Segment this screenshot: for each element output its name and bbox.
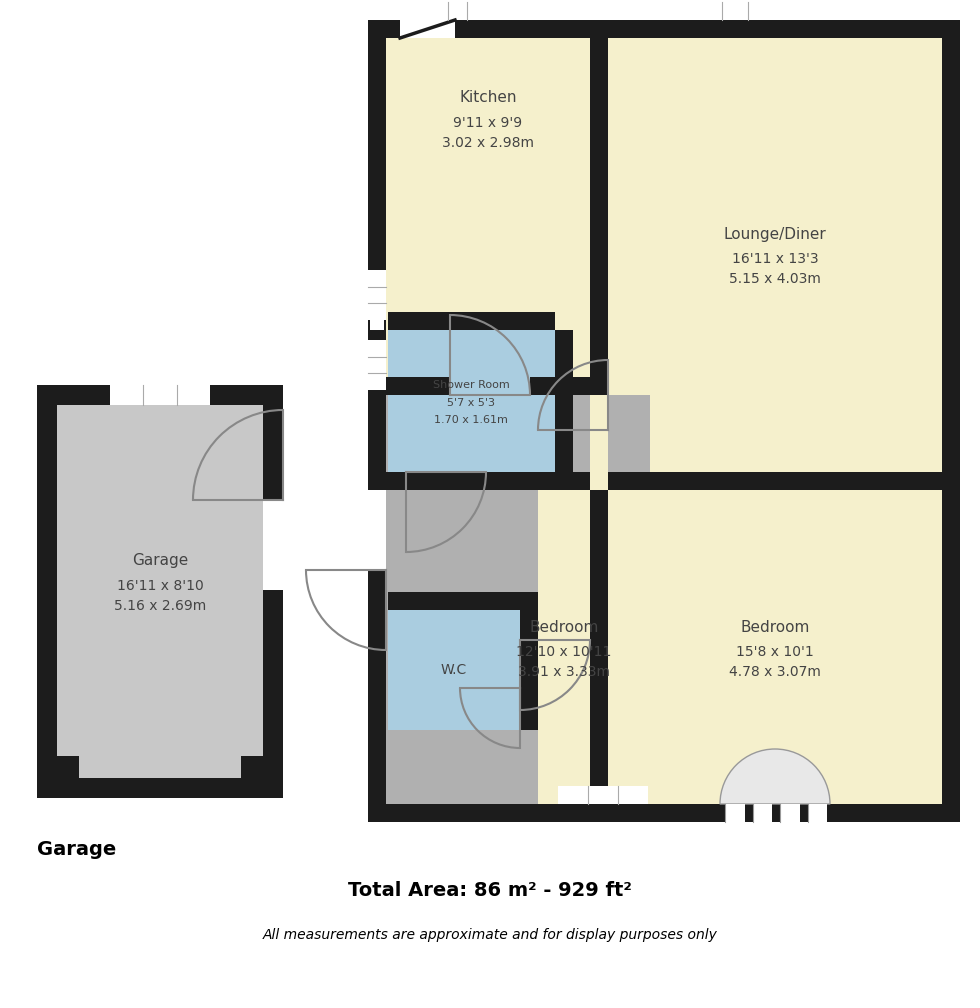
Bar xyxy=(386,395,590,804)
Text: Garage: Garage xyxy=(132,553,188,569)
Bar xyxy=(368,270,386,320)
Text: Kitchen: Kitchen xyxy=(460,91,516,106)
Text: 3.91 x 3.33m: 3.91 x 3.33m xyxy=(518,665,610,679)
Text: 5'7 x 5'3: 5'7 x 5'3 xyxy=(447,398,495,408)
Bar xyxy=(388,472,573,490)
Text: W.C: W.C xyxy=(441,663,467,677)
Bar xyxy=(608,490,942,804)
Bar xyxy=(608,38,942,490)
Text: 3.02 x 2.98m: 3.02 x 2.98m xyxy=(442,136,534,150)
Bar xyxy=(263,500,283,590)
Text: 15'8 x 10'1: 15'8 x 10'1 xyxy=(736,645,813,659)
Bar xyxy=(780,804,800,822)
Text: 12'10 x 10'11: 12'10 x 10'11 xyxy=(516,645,612,659)
Bar xyxy=(608,472,942,490)
Text: 5.16 x 2.69m: 5.16 x 2.69m xyxy=(114,599,206,613)
Bar xyxy=(430,2,485,20)
Wedge shape xyxy=(720,749,830,804)
Bar xyxy=(555,330,573,490)
Text: Garage: Garage xyxy=(37,840,117,859)
Bar xyxy=(37,385,283,798)
Bar xyxy=(57,756,79,778)
Bar xyxy=(388,592,538,610)
Bar xyxy=(57,405,263,778)
Bar xyxy=(368,20,960,822)
Text: 9'11 x 9'9: 9'11 x 9'9 xyxy=(454,116,522,130)
Bar xyxy=(388,330,555,490)
Text: 1.70 x 1.61m: 1.70 x 1.61m xyxy=(434,415,508,425)
Bar xyxy=(388,312,555,330)
Bar xyxy=(386,38,942,804)
Bar xyxy=(590,38,608,395)
Text: 5.15 x 4.03m: 5.15 x 4.03m xyxy=(729,272,821,286)
Text: 16'11 x 13'3: 16'11 x 13'3 xyxy=(732,252,818,266)
Text: 16'11 x 8'10: 16'11 x 8'10 xyxy=(117,579,204,593)
Bar xyxy=(808,804,827,822)
Bar xyxy=(370,312,384,330)
Bar xyxy=(241,756,263,778)
Text: 4.78 x 3.07m: 4.78 x 3.07m xyxy=(729,665,821,679)
Bar xyxy=(368,490,386,570)
Bar xyxy=(400,20,455,38)
Text: Bedroom: Bedroom xyxy=(740,620,809,634)
Bar xyxy=(538,490,590,804)
Bar xyxy=(388,610,520,730)
Text: Shower Room: Shower Room xyxy=(432,380,510,390)
Bar xyxy=(725,804,745,822)
Bar xyxy=(370,352,384,370)
Text: Bedroom: Bedroom xyxy=(529,620,599,634)
Bar xyxy=(386,472,590,490)
Bar xyxy=(110,385,210,405)
Bar xyxy=(558,786,648,804)
Bar xyxy=(608,395,650,472)
Text: Lounge/Diner: Lounge/Diner xyxy=(723,227,826,242)
Bar xyxy=(386,377,450,395)
Bar xyxy=(520,610,538,730)
Bar xyxy=(530,377,590,395)
Bar xyxy=(386,38,590,395)
Bar xyxy=(695,2,775,20)
Bar xyxy=(370,272,384,290)
Bar xyxy=(753,804,772,822)
Text: All measurements are approximate and for display purposes only: All measurements are approximate and for… xyxy=(263,928,717,942)
Bar xyxy=(590,490,608,804)
Bar xyxy=(368,340,386,390)
Text: Total Area: 86 m² - 929 ft²: Total Area: 86 m² - 929 ft² xyxy=(348,881,632,899)
